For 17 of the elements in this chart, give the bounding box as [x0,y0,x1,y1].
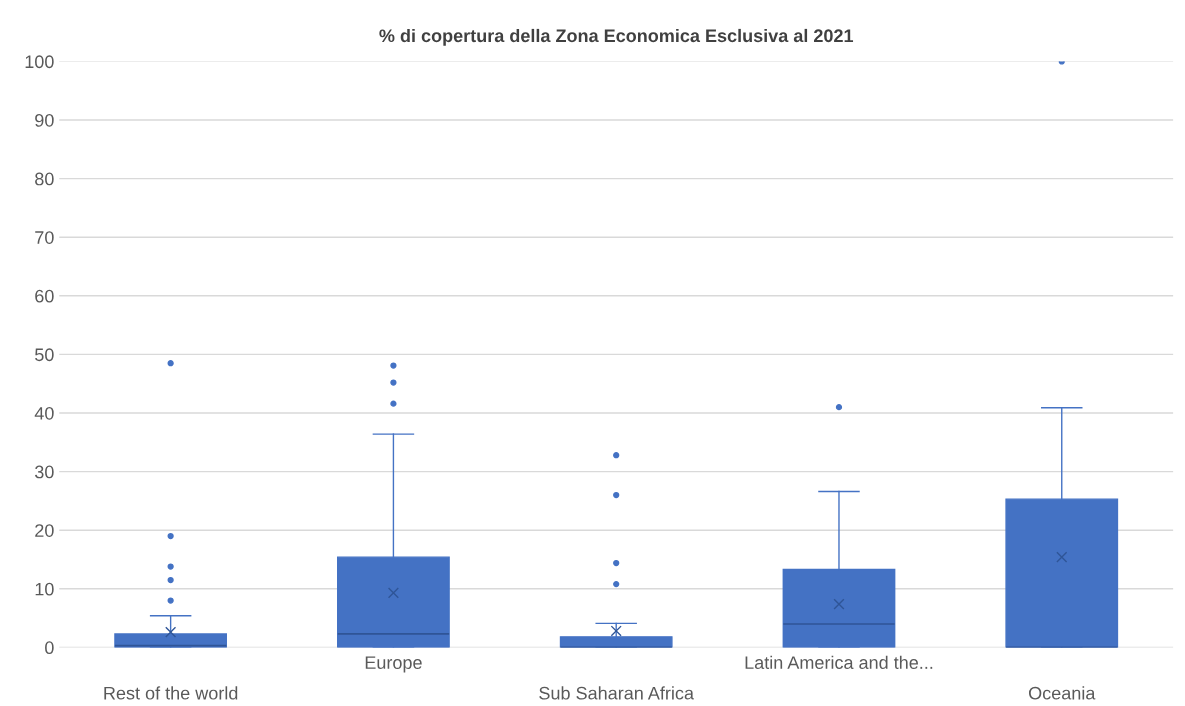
y-tick-label: 20 [35,524,54,537]
x-tick-label: Sub Saharan Africa [539,686,694,700]
y-tick-label: 30 [35,465,54,479]
x-tick-label: Europe [365,656,422,673]
y-tick-label: 10 [35,582,54,596]
y-tick-label: 100 [25,55,54,69]
chart-title: % di copertura della Zona Economica Esclusiva al 2021 [379,28,854,46]
y-tick-label: 40 [34,406,54,420]
y-tick-label: 50 [35,348,54,362]
x-tick-label: Rest of the world [104,686,238,700]
y-tick-label: 60 [35,289,54,303]
y-tick-label: 90 [35,113,54,127]
y-tick-label: 70 [35,231,54,244]
y-tick-label: 80 [35,172,54,186]
x-tick-label: Latin America and the... [745,655,933,669]
y-tick-label: 0 [45,641,54,655]
x-tick-label: Oceania [1028,686,1096,700]
